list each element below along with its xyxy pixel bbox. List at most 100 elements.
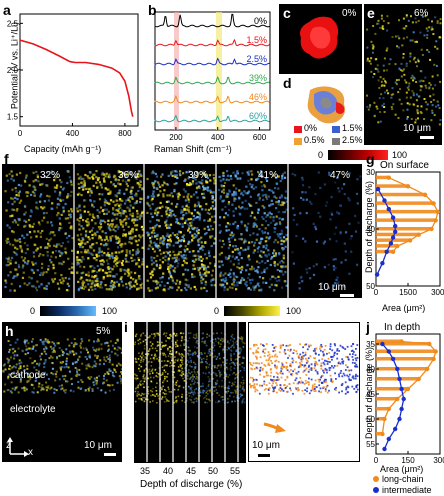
legend-d-swatch-1 [332,126,340,133]
panel-i-arrow-icon [263,422,286,433]
panel-f-pct-3: 41% [258,170,279,181]
chart-g-point [435,209,441,215]
chart-j-bar [376,407,389,411]
chart-b-series-label: 0% [254,16,267,26]
chart-b-series-label: 60% [249,111,267,121]
chart-b-highlight-yellow [216,12,222,130]
legend-d-item-0: 0% [304,123,318,133]
legend-j-item-1: intermediate [382,485,432,495]
colorbar-blue [40,306,96,316]
colorbar-yellow-min: 0 [214,306,220,316]
chart-g-ytick: 40 [366,225,375,234]
panel-f-pct-2: 39% [188,170,209,181]
chart-a-ytick: 1.5 [7,113,19,122]
chart-i-xaxis [134,462,246,463]
chart-g-xlabel: Area (μm²) [382,303,426,313]
chart-g-bar [376,227,432,231]
panel-h-pct: 5% [96,326,111,337]
panel-h-image [2,322,122,462]
chart-j-xtick: 0 [374,456,379,465]
panel-j-title: In depth [384,322,421,333]
chart-j-bar [376,342,430,346]
chart-j-ytick: 50 [366,415,375,424]
chart-j-point [395,366,400,372]
chart-i-xtick-2: 45 [186,466,197,476]
legend-j-marker-0 [373,476,379,482]
chart-g-point [395,243,400,249]
panel-h-scale-text: 10 μm [84,440,112,451]
chart-j-point [386,436,391,442]
legend-d-item-2: 0.5% [304,135,325,145]
chart-g-point [433,218,438,223]
chart-j-point [380,341,385,347]
chart-j-point [386,349,391,354]
chart-g-bar [376,244,398,248]
panel-i-slice-speckles [134,322,246,462]
chart-j-bar [376,339,402,343]
panel-e-speckles [366,14,442,126]
legend-j-item-0: long-chain [382,474,424,484]
chart-a-xtick: 0 [18,129,23,138]
chart-b-highlight-red [174,12,179,130]
chart-a-ytick: 2.0 [7,66,19,75]
chart-b-xtick: 400 [211,133,225,142]
colorbar-blue-min: 0 [30,306,36,316]
chart-i-xlabel: Depth of discharge (%) [140,479,243,490]
colorbar-red [328,150,388,160]
chart-g: 0 1500 3000 30 40 50 [366,168,444,297]
panel-f-image [2,164,362,298]
legend-d [294,126,340,145]
chart-b: 0% 1.5% 2.5% 39% 46% 60% 200 400 600 [154,11,271,142]
chart-g-bar [376,232,419,237]
panel-e-scalebar [420,136,434,139]
chart-b-series-line [154,38,270,47]
chart-j-point [416,376,421,382]
chart-a-frame [19,13,139,127]
chart-a-xtick: 800 [118,129,132,138]
panel-j-label: j [366,319,370,335]
colorbar-red-min: 0 [318,150,324,160]
chart-g-point [375,186,381,192]
panel-f-label: f [4,151,9,167]
chart-g-xtick: 3000 [431,288,444,297]
chart-g-point [429,226,434,232]
chart-j-bar [376,349,436,353]
panel-h-label: h [5,323,14,339]
panel-a-label: a [3,2,11,18]
chart-b-frame [154,11,271,131]
chart-i-xtick-4: 55 [230,466,241,476]
chart-g-bar [376,201,434,205]
chart-j-point [425,366,430,372]
panel-f-scale-text: 10 μm [318,282,346,293]
panel-h-axis-z: z [6,440,11,451]
panel-h-cathode: cathode [10,370,46,381]
chart-a-xlabel: Capacity (mAh g⁻¹) [24,144,102,154]
panel-i-slices [134,322,246,462]
panel-f-speckles [4,164,362,298]
panel-h-speckles [2,338,122,394]
chart-g-point [390,235,396,240]
chart-b-series-line [154,94,270,104]
legend-d-swatch-2 [294,138,302,145]
chart-g-xtick: 0 [374,288,379,297]
chart-g-point [405,184,411,189]
chart-b-series-line [154,75,270,85]
chart-g-point [384,249,389,254]
chart-j-point [399,386,404,392]
chart-j-xlabel: Area (μm²) [380,464,424,474]
chart-j-point [433,349,438,354]
chart-j-point [382,416,387,422]
chart-b-xlabel: Raman Shift (cm⁻¹) [154,144,232,154]
chart-g-bar [376,218,436,222]
panel-g-title: On surface [380,160,429,171]
chart-j-bar [376,417,385,421]
chart-g-ylabel: Depth of discharge (%) [364,180,374,274]
panel-i-scalebar [258,454,270,457]
chart-g-point [386,206,391,212]
chart-g-point [422,192,428,197]
chart-i-xtick-0: 35 [140,466,151,476]
panel-f-scalebar [340,294,354,297]
panel-i-scatter-points [249,343,359,395]
panel-g-label: g [366,151,375,167]
chart-g-bar [376,238,411,242]
